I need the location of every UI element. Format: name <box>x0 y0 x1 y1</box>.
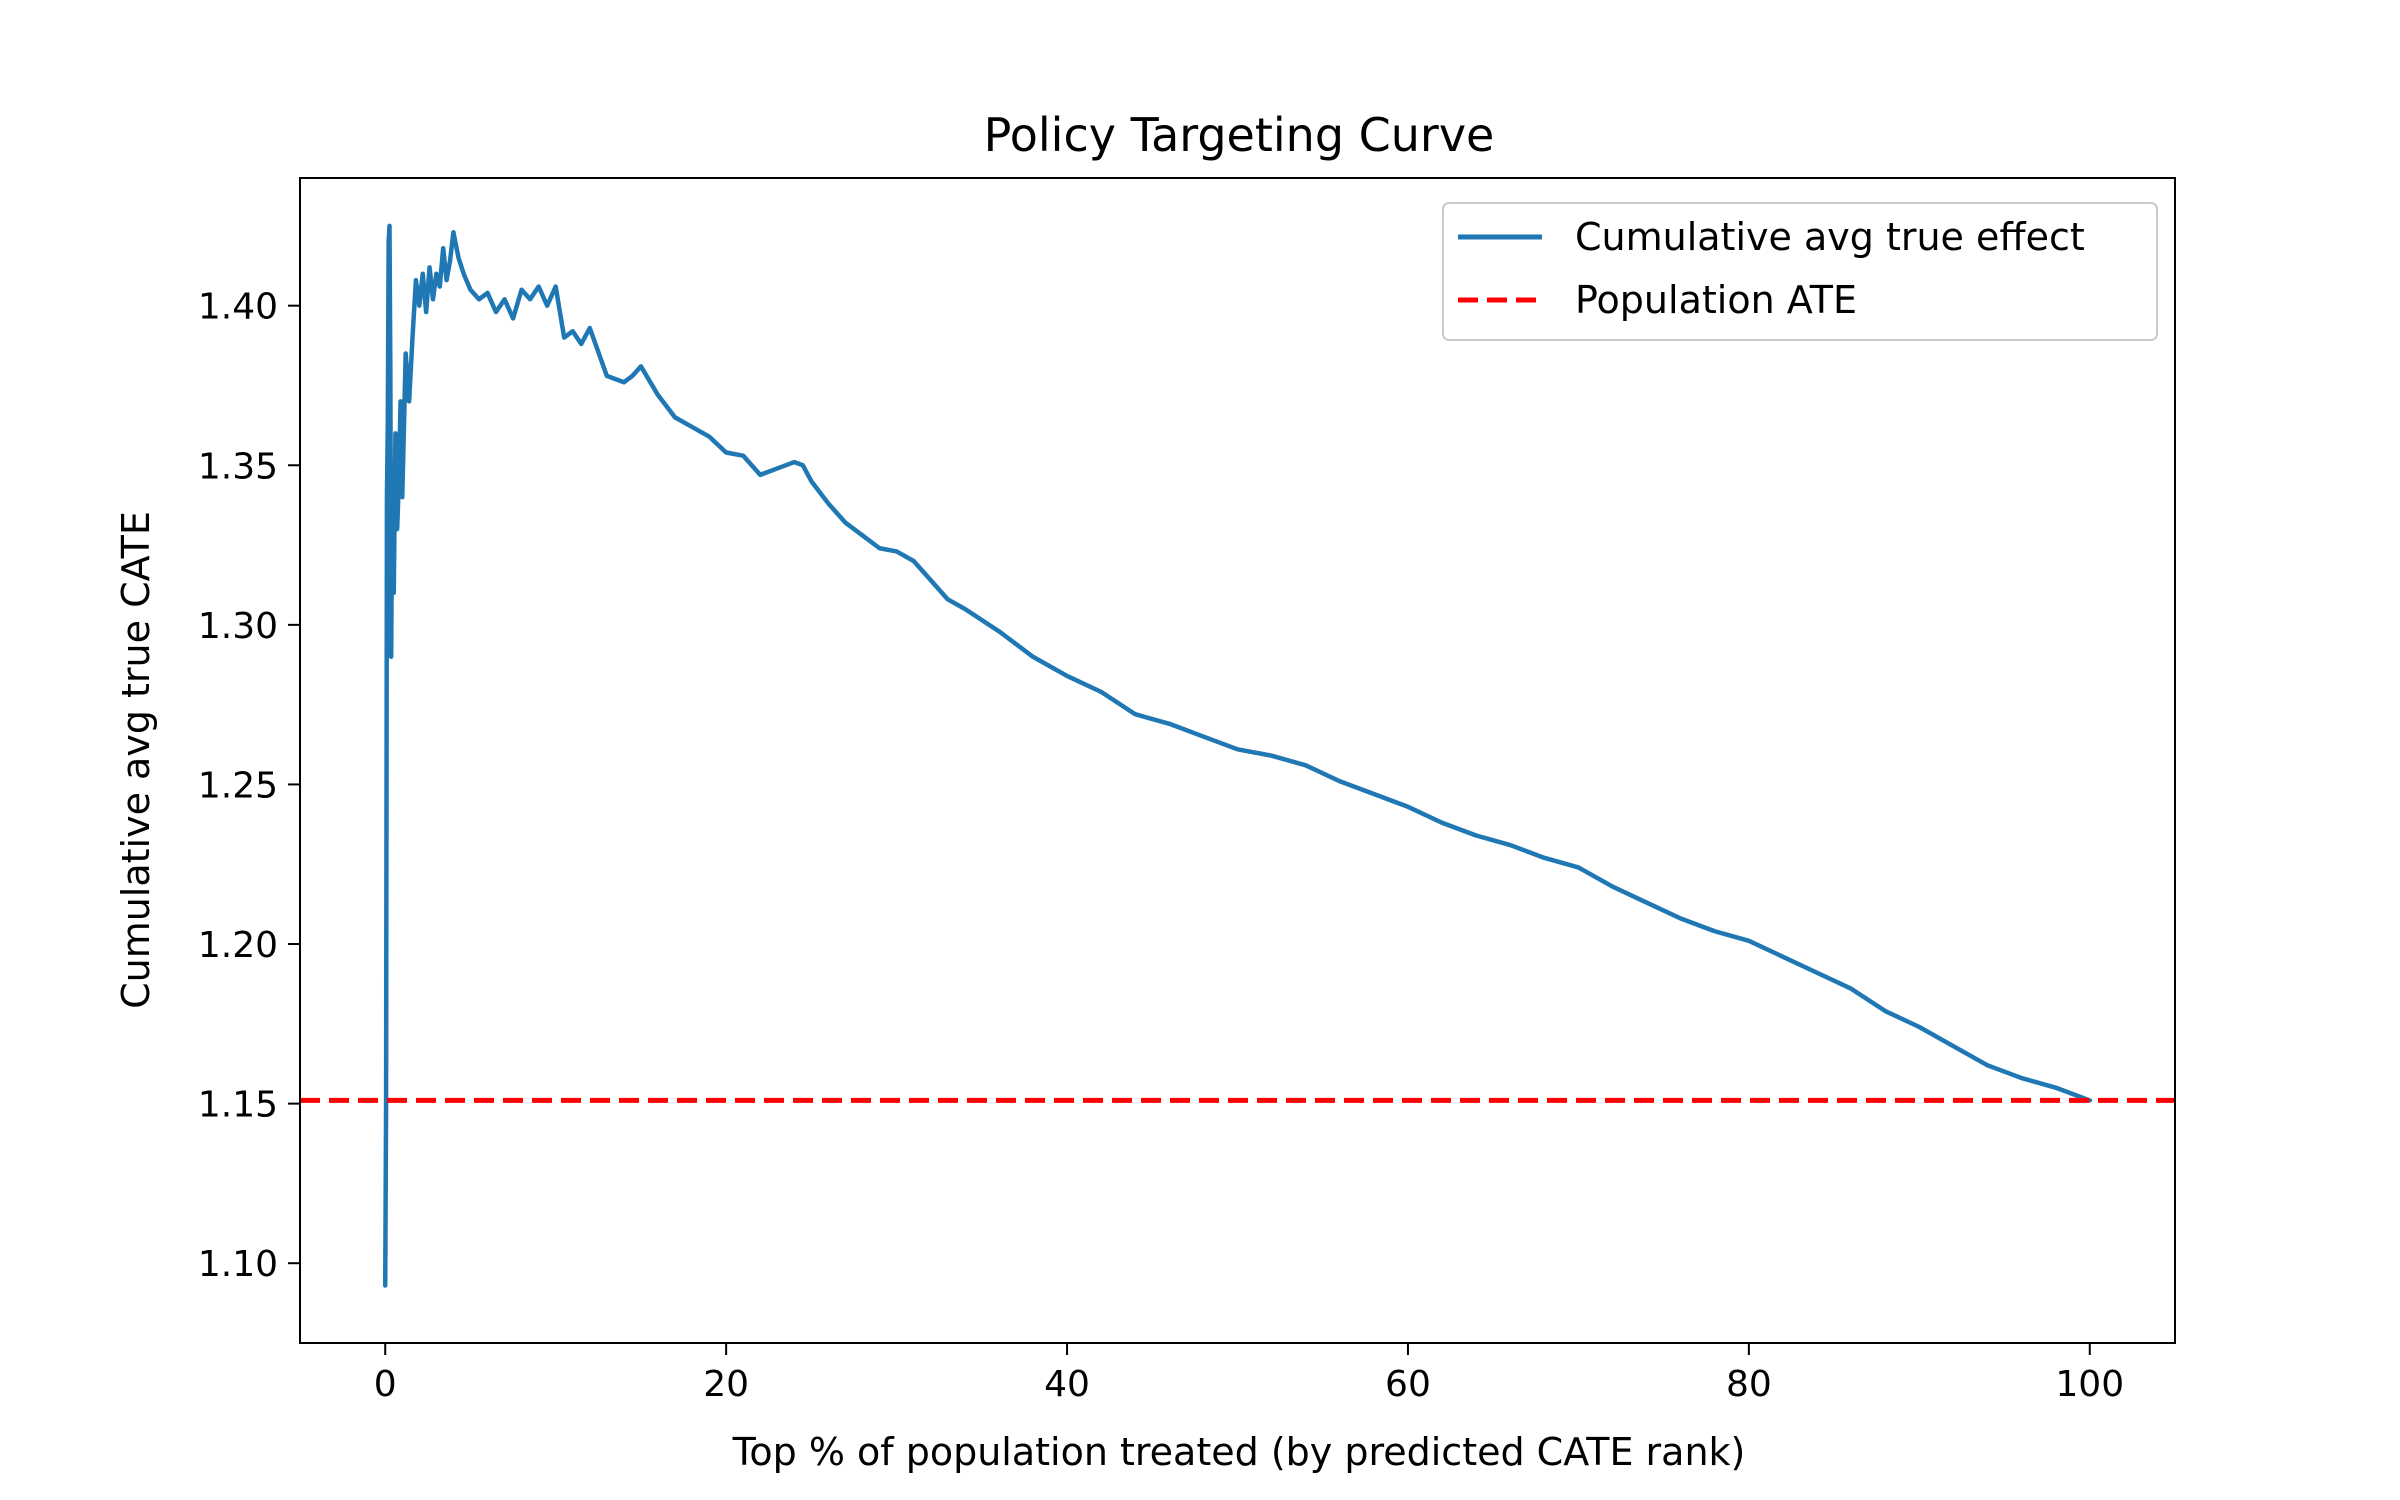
y-axis-label: Cumulative avg true CATE <box>114 511 158 1009</box>
x-tick-label: 80 <box>1726 1364 1772 1405</box>
x-tick-label: 0 <box>374 1364 397 1405</box>
legend-box <box>1442 202 2158 341</box>
series-line-cumulative-effect <box>382 223 2093 1288</box>
legend-label-population-ate: Population ATE <box>1575 278 1857 322</box>
x-axis-ticks: 0 20 40 60 80 100 <box>374 1343 2124 1405</box>
y-tick-label: 1.35 <box>198 446 278 487</box>
plot-area <box>300 223 2175 1288</box>
y-tick-label: 1.15 <box>198 1085 278 1126</box>
chart-title: Policy Targeting Curve <box>984 108 1495 162</box>
y-tick-label: 1.20 <box>198 925 278 966</box>
y-tick-label: 1.40 <box>198 287 278 328</box>
x-tick-label: 60 <box>1385 1364 1431 1405</box>
x-tick-label: 40 <box>1044 1364 1090 1405</box>
legend-label-cumulative-effect: Cumulative avg true effect <box>1575 215 2085 259</box>
y-tick-label: 1.10 <box>198 1244 278 1285</box>
y-axis-ticks: 1.10 1.15 1.20 1.25 1.30 1.35 1.40 <box>198 287 300 1285</box>
x-axis-label: Top % of population treated (by predicte… <box>732 1430 1746 1474</box>
legend: Cumulative avg true effect Population AT… <box>1442 202 2158 341</box>
y-tick-label: 1.25 <box>198 765 278 806</box>
x-tick-label: 20 <box>703 1364 749 1405</box>
plot-frame <box>299 177 2176 1344</box>
y-tick-label: 1.30 <box>198 606 278 647</box>
x-tick-label: 100 <box>2055 1364 2124 1405</box>
